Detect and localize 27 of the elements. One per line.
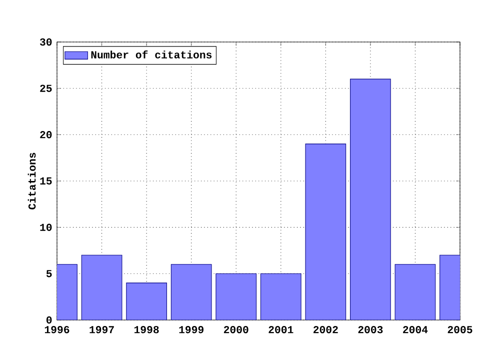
x-tick-label: 2000 xyxy=(224,326,248,334)
y-tick-label: 20 xyxy=(40,131,52,138)
x-tick-label: 2005 xyxy=(448,326,472,334)
x-tick-label: 1998 xyxy=(134,326,159,334)
x-tick-label: 2003 xyxy=(358,326,383,334)
y-tick-label: 10 xyxy=(40,224,52,231)
x-tick-label: 2004 xyxy=(403,326,428,334)
y-tick-label: 15 xyxy=(40,177,52,185)
bar xyxy=(216,274,256,320)
bar xyxy=(260,274,302,320)
x-tick-label: 1997 xyxy=(90,326,114,334)
x-tick-label: 2001 xyxy=(268,326,294,334)
bar xyxy=(82,255,122,320)
y-tick-label: 30 xyxy=(40,38,52,46)
y-tick-label: 25 xyxy=(40,84,52,92)
x-tick-label: 1996 xyxy=(44,326,70,334)
bar xyxy=(171,264,212,320)
bar xyxy=(126,282,167,320)
y-tick-label: 0 xyxy=(46,316,52,324)
bar xyxy=(306,144,346,320)
x-tick-label: 1999 xyxy=(179,326,204,334)
bar xyxy=(395,264,436,320)
x-tick-label: 2002 xyxy=(314,326,338,334)
y-tick-label: 5 xyxy=(46,270,52,278)
y-axis-title: Citations xyxy=(28,152,36,210)
legend-label: Number of citations xyxy=(91,50,212,58)
bar xyxy=(350,79,391,320)
